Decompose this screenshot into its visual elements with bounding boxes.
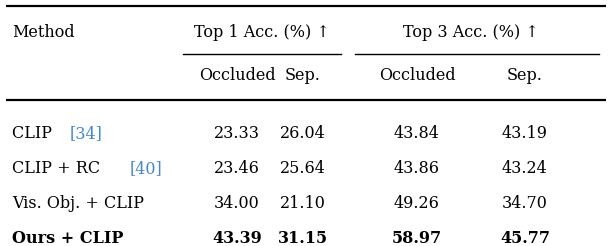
Text: 43.24: 43.24 xyxy=(502,160,548,177)
Text: 49.26: 49.26 xyxy=(394,195,440,212)
Text: 43.39: 43.39 xyxy=(212,230,262,246)
Text: 23.33: 23.33 xyxy=(214,125,260,142)
Text: 23.46: 23.46 xyxy=(214,160,260,177)
Text: 31.15: 31.15 xyxy=(278,230,328,246)
Text: 34.70: 34.70 xyxy=(502,195,548,212)
Text: 43.84: 43.84 xyxy=(394,125,440,142)
Text: Top 1 Acc. (%) ↑: Top 1 Acc. (%) ↑ xyxy=(195,24,330,41)
Text: 58.97: 58.97 xyxy=(392,230,442,246)
Text: Sep.: Sep. xyxy=(285,67,321,84)
Text: CLIP + RC: CLIP + RC xyxy=(12,160,105,177)
Text: [40]: [40] xyxy=(130,160,163,177)
Text: 43.86: 43.86 xyxy=(394,160,440,177)
Text: Occluded: Occluded xyxy=(379,67,455,84)
Text: Occluded: Occluded xyxy=(199,67,275,84)
Text: CLIP: CLIP xyxy=(12,125,58,142)
Text: 45.77: 45.77 xyxy=(500,230,550,246)
Text: Vis. Obj. + CLIP: Vis. Obj. + CLIP xyxy=(12,195,144,212)
Text: [34]: [34] xyxy=(69,125,102,142)
Text: Method: Method xyxy=(12,24,75,41)
Text: Top 3 Acc. (%) ↑: Top 3 Acc. (%) ↑ xyxy=(403,24,539,41)
Text: 26.04: 26.04 xyxy=(280,125,326,142)
Text: Ours + CLIP: Ours + CLIP xyxy=(12,230,124,246)
Text: 25.64: 25.64 xyxy=(280,160,326,177)
Text: 34.00: 34.00 xyxy=(214,195,260,212)
Text: Sep.: Sep. xyxy=(507,67,543,84)
Text: 43.19: 43.19 xyxy=(502,125,548,142)
Text: 21.10: 21.10 xyxy=(280,195,326,212)
